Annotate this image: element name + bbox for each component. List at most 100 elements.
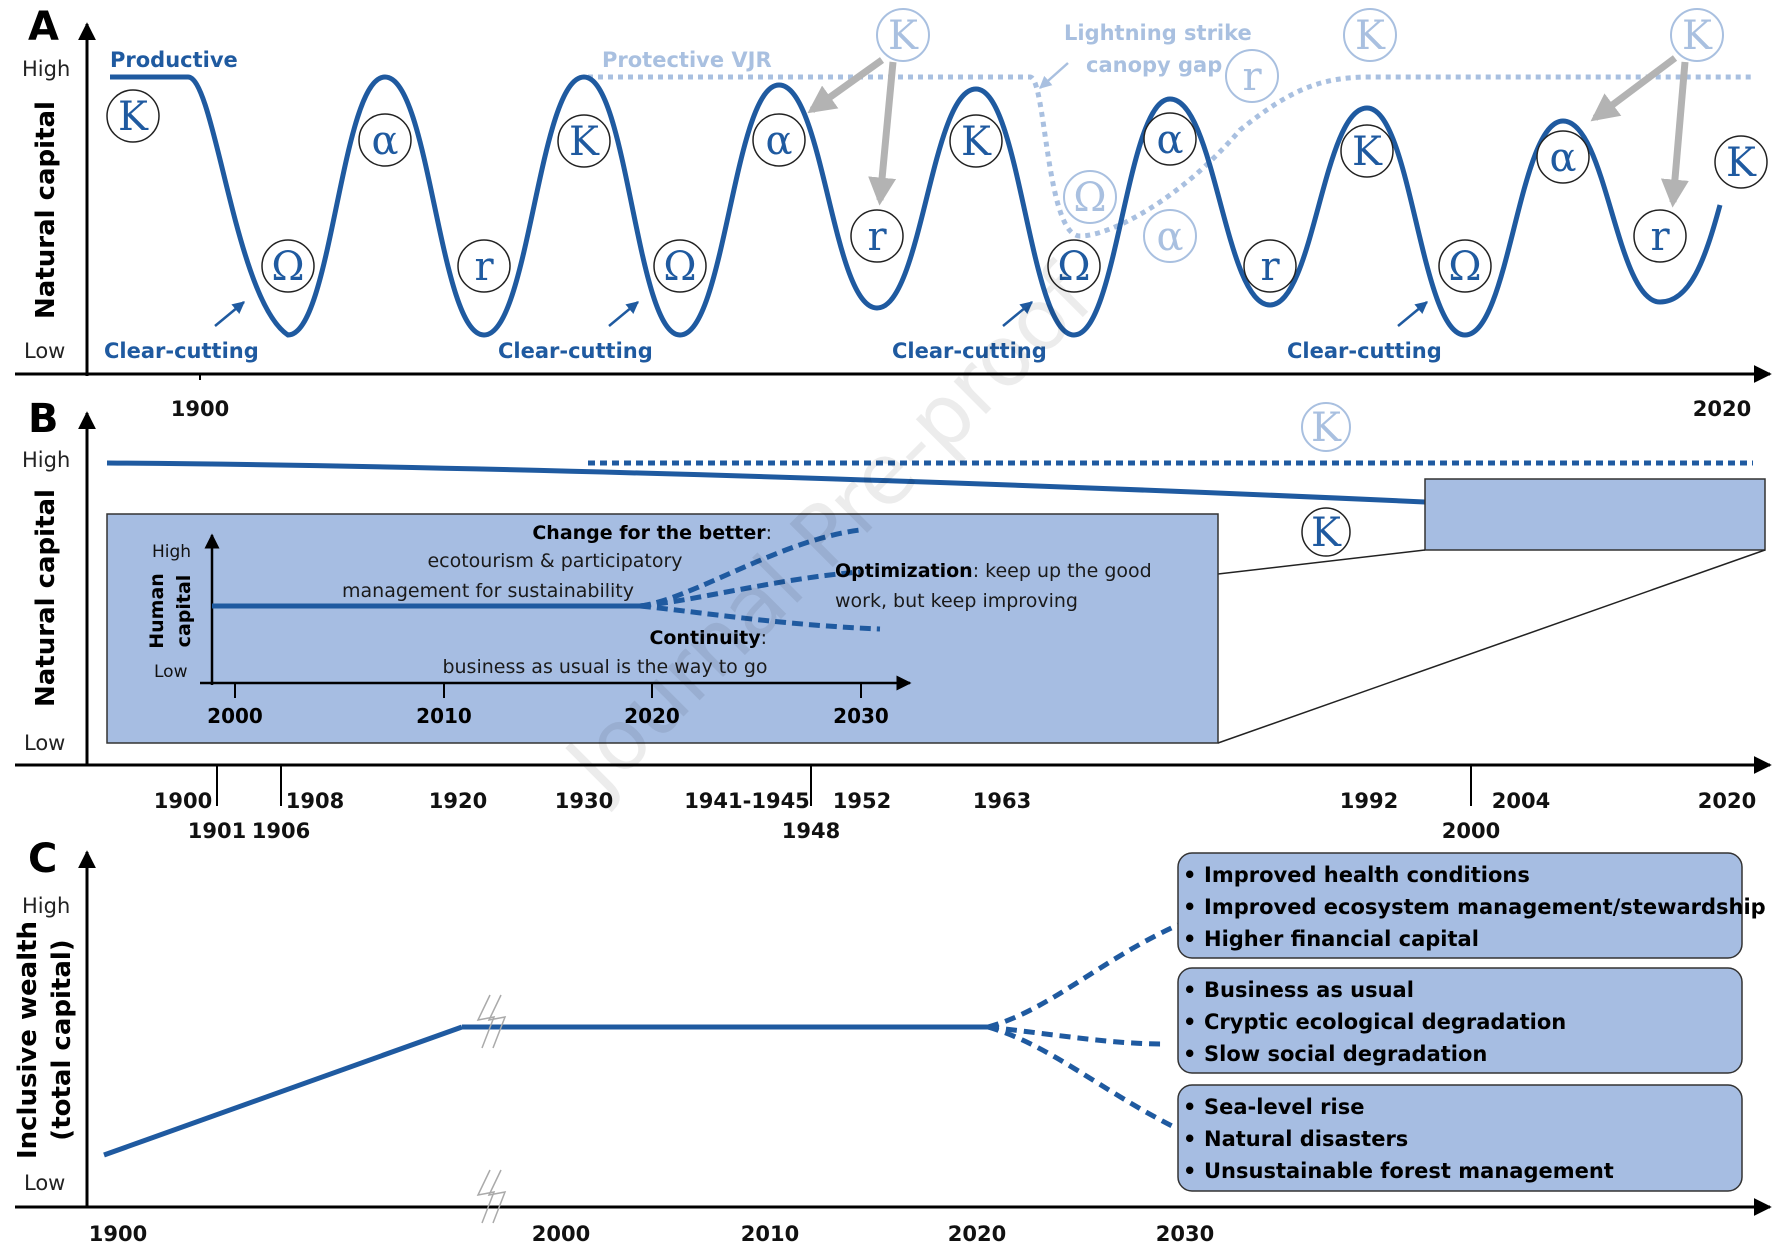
scenario-box-2-item-3: Slow social degradation <box>1204 1042 1487 1066</box>
panel-a-x-end: 2020 <box>1693 397 1751 421</box>
k-light-phase-symbol: K <box>1355 13 1386 59</box>
inset-x-tick-2000: 2000 <box>207 704 263 728</box>
panel-b-tick-1963: 1963 <box>973 789 1031 813</box>
k-light-phase-circle <box>876 8 930 62</box>
zoom-connector-top <box>1217 549 1426 575</box>
scenario-box-2: • Business as usual • Cryptic ecological… <box>1177 967 1743 1074</box>
scenario-box-1-bullet-1: • <box>1183 863 1196 887</box>
gray-arrow-1a <box>807 57 885 114</box>
panel-b-tick-1948: 1948 <box>782 819 840 843</box>
panel-a-letter: A <box>28 4 59 50</box>
scenario-box-1-item-3: Higher financial capital <box>1204 927 1479 951</box>
phase-symbols: K Ωα r K Ωα r K Ωα r K Ωα r K K Ωα r K K <box>106 8 1768 293</box>
panel-c-y-low: Low <box>24 1171 65 1195</box>
inset-optimization-title: Optimization <box>835 560 973 582</box>
k-phase-circle <box>106 89 160 143</box>
omega-phase-symbol: Ω <box>1448 244 1481 290</box>
panel-c-rise-line <box>103 1024 463 1158</box>
k-phase-symbol: K <box>1726 140 1757 186</box>
zoom-region <box>1424 478 1766 551</box>
scenario-box-2-bullet-3: • <box>1183 1042 1196 1066</box>
panel-b-tick-1992: 1992 <box>1340 789 1398 813</box>
inset-continuity-title-line: Continuity: <box>649 627 767 649</box>
panel-c-letter: C <box>28 836 57 882</box>
r-phase-symbol: r <box>474 244 494 290</box>
clear-cutting-arrow-4 <box>1397 301 1428 327</box>
r-phase-circle <box>457 239 511 293</box>
panel-b-tick-1901: 1901 <box>188 819 246 843</box>
inset-x-tick-2030: 2030 <box>833 704 889 728</box>
alpha-phase-symbol: α <box>371 118 398 164</box>
panel-b-y-label: Natural capital <box>31 489 61 707</box>
scenario-box-2-item-2: Cryptic ecological degradation <box>1204 1010 1566 1034</box>
omega-phase-circle <box>261 239 315 293</box>
inset: High Low Human capital 2000 2010 2020 20… <box>106 513 1219 744</box>
omega-phase-circle <box>1438 239 1492 293</box>
inset-continuity-title: Continuity <box>649 627 761 649</box>
r-light-phase-circle <box>1225 49 1279 103</box>
scenario-box-3: • Sea-level rise • Natural disasters • U… <box>1177 1084 1743 1192</box>
scenario-box-3-bullet-2: • <box>1183 1127 1196 1151</box>
inset-x-tick-2020: 2020 <box>624 704 680 728</box>
scenario-box-2-item-1: Business as usual <box>1204 978 1414 1002</box>
omega-phase-symbol: Ω <box>1057 244 1090 290</box>
inset-background <box>106 513 1219 744</box>
omega-phase-circle <box>1047 239 1101 293</box>
panel-c-up-branch <box>987 922 1180 1030</box>
alpha-phase-circle <box>1536 130 1590 184</box>
scenario-box-3-bullet-1: • <box>1183 1095 1196 1119</box>
alpha-phase-symbol: α <box>765 118 792 164</box>
omega-phase-circle <box>653 239 707 293</box>
gray-arrow-2b <box>1660 61 1689 208</box>
alpha-phase-circle <box>1143 112 1197 166</box>
scenario-box-3-item-2: Natural disasters <box>1204 1127 1408 1151</box>
k-light-phase-circle <box>1670 8 1724 62</box>
panel-a-y-label: Natural capital <box>31 101 61 319</box>
productive-label: Productive <box>110 48 238 72</box>
inset-continuity-colon: : <box>761 627 767 649</box>
inset-y-low: Low <box>154 662 188 682</box>
clear-cutting-arrow-2 <box>608 301 639 327</box>
inset-continuity-line: business as usual is the way to go <box>442 656 767 678</box>
k-phase-circle <box>1340 124 1394 178</box>
k-light-phase-symbol: K <box>1682 13 1713 59</box>
scenario-box-1-bg <box>1177 852 1743 959</box>
panel-c-y-high: High <box>22 894 70 918</box>
inset-optimization-line1: Optimization: keep up the good <box>835 560 1152 582</box>
protective-label: Protective VJR <box>602 48 772 72</box>
k-light-phase-symbol: K <box>888 13 919 59</box>
inset-x-tick-2010: 2010 <box>416 704 472 728</box>
k-phase-circle <box>557 114 611 168</box>
alpha-phase-symbol: α <box>1156 117 1183 163</box>
k-phase-symbol: K <box>118 94 149 140</box>
panel-b-tick-2020: 2020 <box>1698 789 1756 813</box>
omega-phase-symbol: Ω <box>663 244 696 290</box>
r-phase-circle <box>850 209 904 263</box>
axis-break-icon-upper-left <box>476 994 496 1049</box>
inset-y-label-2: capital <box>173 575 195 648</box>
clear-cutting-label-1: Clear-cutting <box>104 339 259 363</box>
panel-b-tick-1952: 1952 <box>833 789 891 813</box>
panel-c-mid-branch <box>987 1024 1166 1047</box>
inset-optimization-line2: work, but keep improving <box>835 590 1078 612</box>
panel-a-y-high: High <box>22 57 70 81</box>
panel-c-y-label-2: (total capital) <box>47 939 77 1140</box>
clear-cutting-label-3: Clear-cutting <box>892 339 1047 363</box>
inset-continuity-line <box>639 603 881 632</box>
clear-cutting-label-2: Clear-cutting <box>498 339 653 363</box>
panel-b-tick-1941-1945: 1941-1945 <box>684 789 810 813</box>
panel-c-y-label-1: Inclusive wealth <box>13 921 43 1159</box>
panel-b-k-light-circle <box>1301 402 1351 452</box>
panel-b-tick-2000: 2000 <box>1442 819 1500 843</box>
scenario-box-1-bullet-2: • <box>1183 895 1196 919</box>
panel-b-tick-1900: 1900 <box>154 789 212 813</box>
panel-c: C High Low Inclusive wealth (total capit… <box>13 836 1772 1246</box>
lightning-label-2: canopy gap <box>1086 53 1222 77</box>
scenario-box-1-item-2: Improved ecosystem management/stewardshi… <box>1204 895 1766 919</box>
panel-b-tick-2004: 2004 <box>1492 789 1550 813</box>
omega-phase-symbol: Ω <box>271 244 304 290</box>
inset-better-title: Change for the better <box>532 522 766 544</box>
panel-b: B High Low Natural capital K K High Low … <box>15 396 1772 843</box>
clear-cutting-arrow-3 <box>1002 301 1033 327</box>
alpha-light-phase-circle <box>1143 209 1197 263</box>
